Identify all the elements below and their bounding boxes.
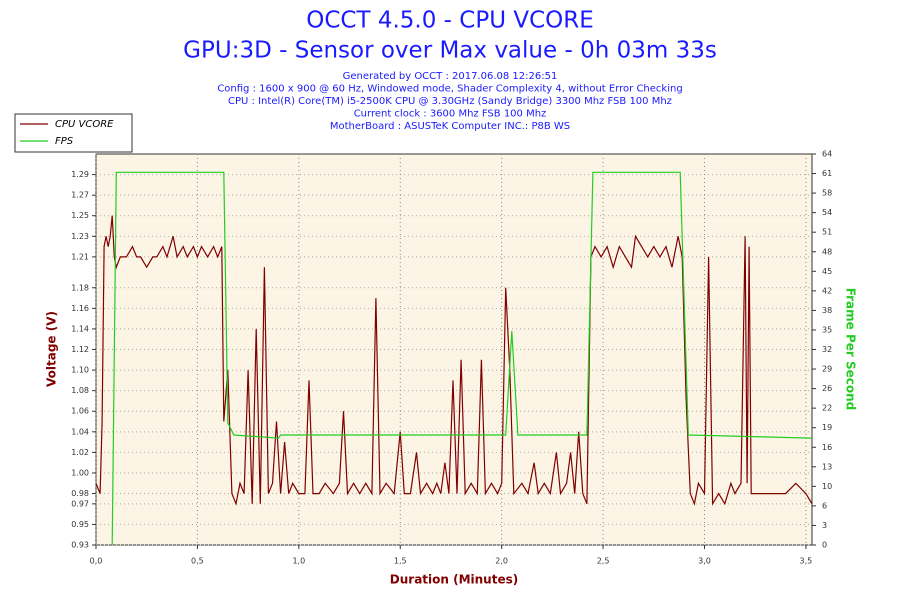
legend (14, 113, 133, 153)
y-tick-label: 1.08 (71, 386, 89, 395)
x-tick-label: 1,5 (394, 557, 407, 566)
y2-tick-label: 13 (822, 462, 832, 471)
series-line (95, 215, 813, 506)
chart-title: OCCT 4.5.0 - CPU VCORE (306, 8, 594, 34)
y2-tick-label: 10 (822, 482, 832, 491)
y-tick-label: 1.21 (71, 252, 89, 261)
y-tick-label: 0.98 (71, 489, 89, 498)
info-line: CPU : Intel(R) Core(TM) i5-2500K CPU @ 3… (228, 96, 672, 107)
info-line: Generated by OCCT : 2017.06.08 12:26:51 (343, 71, 558, 82)
x-axis-label: Duration (Minutes) (390, 573, 518, 587)
y-tick-label: 1.04 (71, 427, 89, 436)
y-tick-label: 0.95 (71, 520, 89, 529)
y-tick-label: 0.97 (71, 499, 89, 508)
x-tick-label: 0,5 (191, 557, 204, 566)
info-line: MotherBoard : ASUSTeK Computer INC.: P8B… (330, 121, 570, 132)
y-tick-label: 1.27 (71, 191, 89, 200)
y2-tick-label: 26 (822, 384, 832, 393)
y2-tick-label: 19 (822, 423, 832, 432)
y2-axis-label: Frame Per Second (844, 288, 858, 411)
y2-tick-label: 16 (822, 443, 832, 452)
legend-label: FPS (55, 136, 74, 147)
y-tick-label: 0.93 (71, 541, 89, 550)
y-tick-label: 1.18 (71, 283, 89, 292)
x-tick-label: 2,5 (597, 557, 610, 566)
y2-tick-label: 54 (822, 208, 832, 217)
y2-tick-label: 45 (822, 267, 832, 276)
x-tick-label: 1,0 (292, 557, 305, 566)
y2-tick-label: 32 (822, 345, 832, 354)
chart-subtitle: GPU:3D - Sensor over Max value - 0h 03m … (183, 38, 717, 64)
series-line (111, 171, 813, 546)
y2-tick-label: 51 (822, 228, 832, 237)
x-tick-label: 3,5 (800, 557, 813, 566)
info-line: Current clock : 3600 Mhz FSB 100 Mhz (354, 109, 547, 120)
legend-label: CPU VCORE (55, 119, 114, 130)
y-tick-label: 1.23 (71, 232, 89, 241)
y2-tick-label: 0 (822, 541, 827, 550)
y2-tick-label: 48 (822, 247, 832, 256)
y2-tick-label: 29 (822, 365, 832, 374)
y2-tick-label: 22 (822, 404, 832, 413)
y-tick-label: 1.02 (71, 448, 89, 457)
y-axis-label: Voltage (V) (45, 311, 59, 387)
y-tick-label: 1.29 (71, 170, 89, 179)
y-tick-label: 1.00 (71, 468, 89, 477)
y2-tick-label: 35 (822, 325, 832, 334)
y-tick-label: 1.25 (71, 211, 89, 220)
y2-tick-label: 38 (822, 306, 832, 315)
x-tick-label: 0,0 (90, 557, 103, 566)
y-tick-label: 1.10 (71, 366, 89, 375)
y2-tick-label: 3 (822, 521, 827, 530)
y2-tick-label: 61 (822, 169, 832, 178)
x-tick-label: 2,0 (495, 557, 508, 566)
y-tick-label: 1.16 (71, 304, 89, 313)
y2-tick-label: 42 (822, 286, 832, 295)
y-tick-label: 1.12 (71, 345, 89, 354)
y-tick-label: 1.14 (71, 324, 89, 333)
x-tick-label: 3,0 (698, 557, 711, 566)
y-tick-label: 1.06 (71, 407, 89, 416)
y2-tick-label: 6 (822, 501, 827, 510)
y2-tick-label: 64 (822, 150, 832, 159)
info-line: Config : 1600 x 900 @ 60 Hz, Windowed mo… (217, 84, 682, 95)
y2-tick-label: 58 (822, 189, 832, 198)
